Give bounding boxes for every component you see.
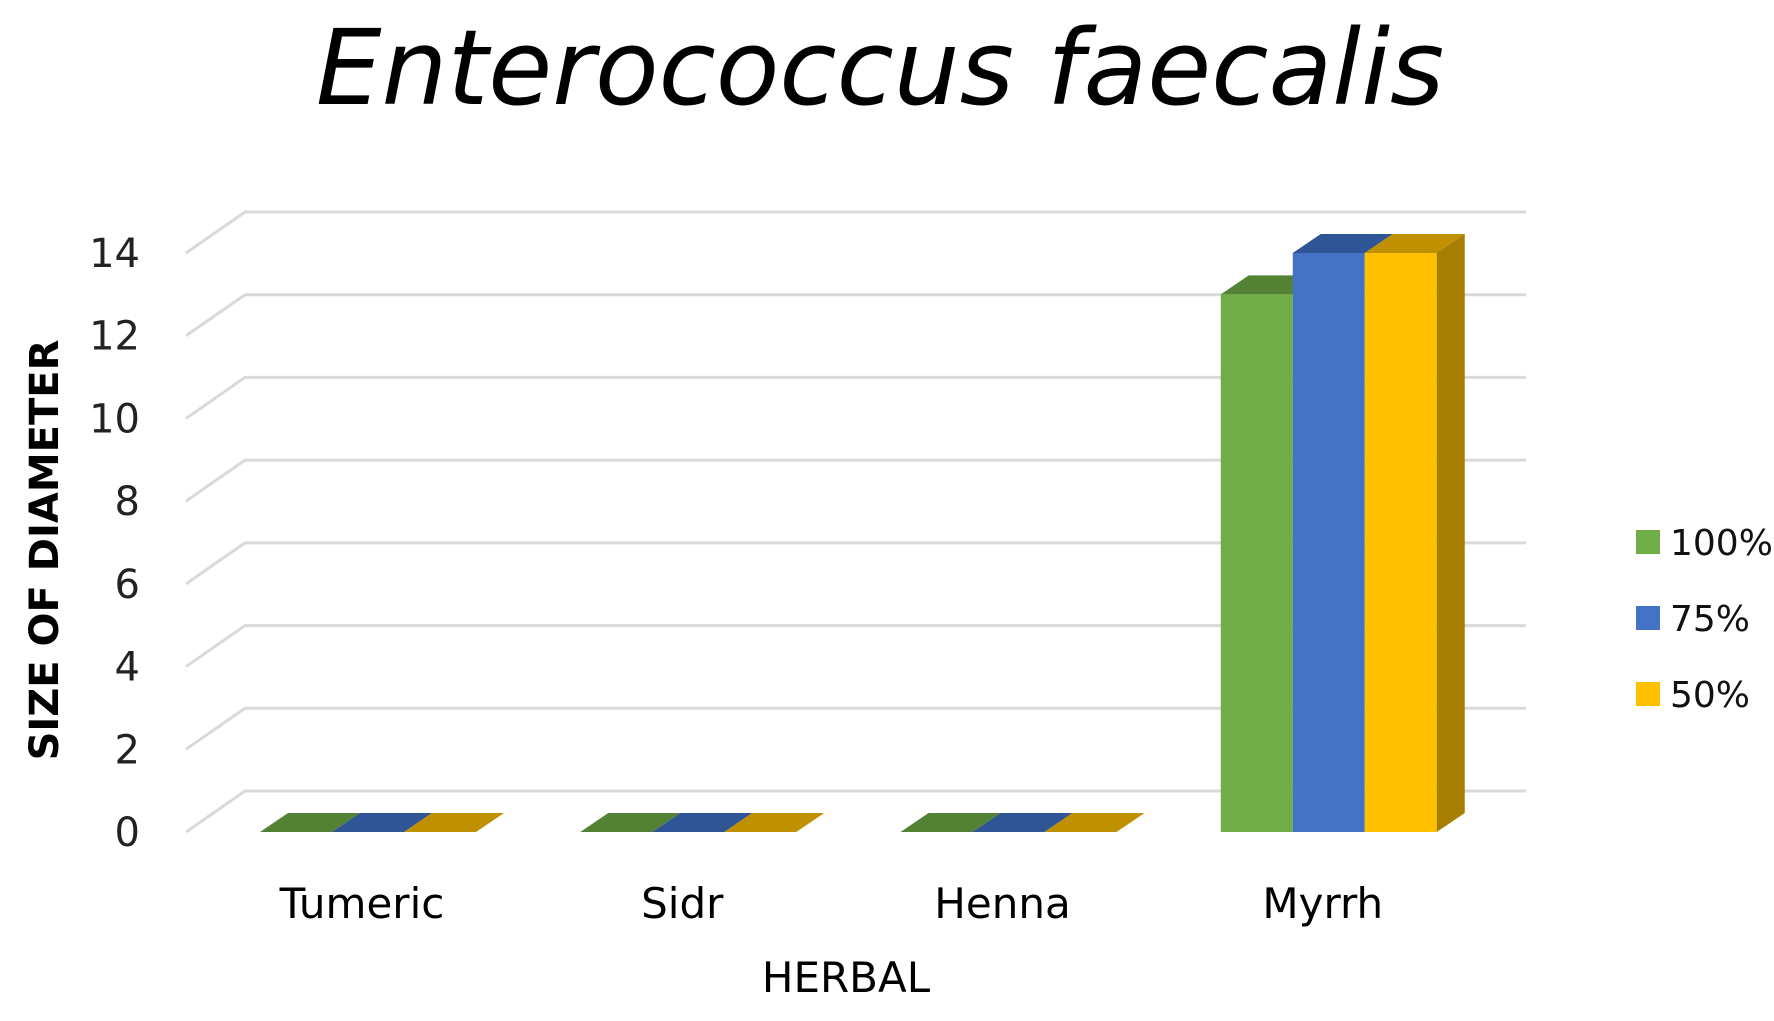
legend-label: 100% [1670, 523, 1773, 564]
bar [332, 813, 432, 832]
bar-top [1364, 234, 1465, 253]
x-category-label: Sidr [641, 879, 724, 928]
bar [1364, 234, 1465, 832]
legend-item: 100% [1636, 523, 1773, 564]
bar [1044, 813, 1145, 832]
bar [580, 813, 681, 832]
bar-front [1364, 253, 1437, 832]
y-tick-label: 10 [89, 396, 140, 442]
bar [972, 813, 1073, 832]
bar-front [1292, 253, 1365, 832]
legend-label: 50% [1670, 675, 1750, 716]
bar [1292, 234, 1393, 832]
bar-top [1292, 234, 1393, 253]
gridline [185, 375, 1526, 420]
bar-top [580, 813, 681, 832]
chart-title: Enterococcus faecalis [316, 7, 1444, 129]
gridline [185, 210, 1526, 255]
bar-top [972, 813, 1073, 832]
y-tick-label: 6 [115, 562, 140, 608]
y-tick-label: 12 [89, 314, 140, 360]
gridline [185, 789, 1526, 834]
gridlines [185, 210, 1526, 834]
bar [900, 813, 1001, 832]
bar-top [260, 813, 360, 832]
y-axis-ticks: 0 2 4 6 8 10 12 14 [89, 231, 140, 856]
bar-top [900, 813, 1001, 832]
bar-top [1044, 813, 1145, 832]
bar-top [724, 813, 825, 832]
bar-top [404, 813, 504, 832]
gridline [185, 541, 1526, 586]
x-category-label: Henna [934, 879, 1070, 928]
y-tick-label: 2 [115, 727, 140, 773]
bar-side [1436, 234, 1465, 832]
bar [260, 813, 360, 832]
y-tick-label: 0 [115, 810, 140, 856]
x-axis-label: HERBAL [762, 953, 931, 1002]
x-category-label: Tumeric [279, 879, 445, 928]
x-category-label: Myrrh [1262, 879, 1383, 928]
y-tick-label: 4 [115, 645, 140, 691]
gridline [185, 458, 1526, 503]
bar-top [652, 813, 753, 832]
legend-swatch [1636, 606, 1660, 630]
gridline [185, 293, 1526, 337]
y-tick-label: 8 [115, 479, 140, 525]
bar-front [1220, 294, 1293, 832]
gridline [185, 624, 1526, 668]
legend-swatch [1636, 682, 1660, 706]
bar [652, 813, 753, 832]
gridline [185, 706, 1526, 751]
bars [260, 234, 1465, 832]
bar [1220, 275, 1321, 832]
legend-item: 50% [1636, 675, 1750, 716]
x-axis-categories: Tumeric Sidr Henna Myrrh [279, 879, 1383, 928]
legend-label: 75% [1670, 599, 1750, 640]
y-axis-label: SIZE OF DIAMETER [22, 340, 68, 761]
bar [404, 813, 504, 832]
bar [724, 813, 825, 832]
legend-swatch [1636, 530, 1660, 554]
legend-item: 75% [1636, 599, 1750, 640]
legend: 100% 75% 50% [1636, 523, 1773, 716]
bar-top [332, 813, 432, 832]
y-tick-label: 14 [89, 231, 140, 277]
